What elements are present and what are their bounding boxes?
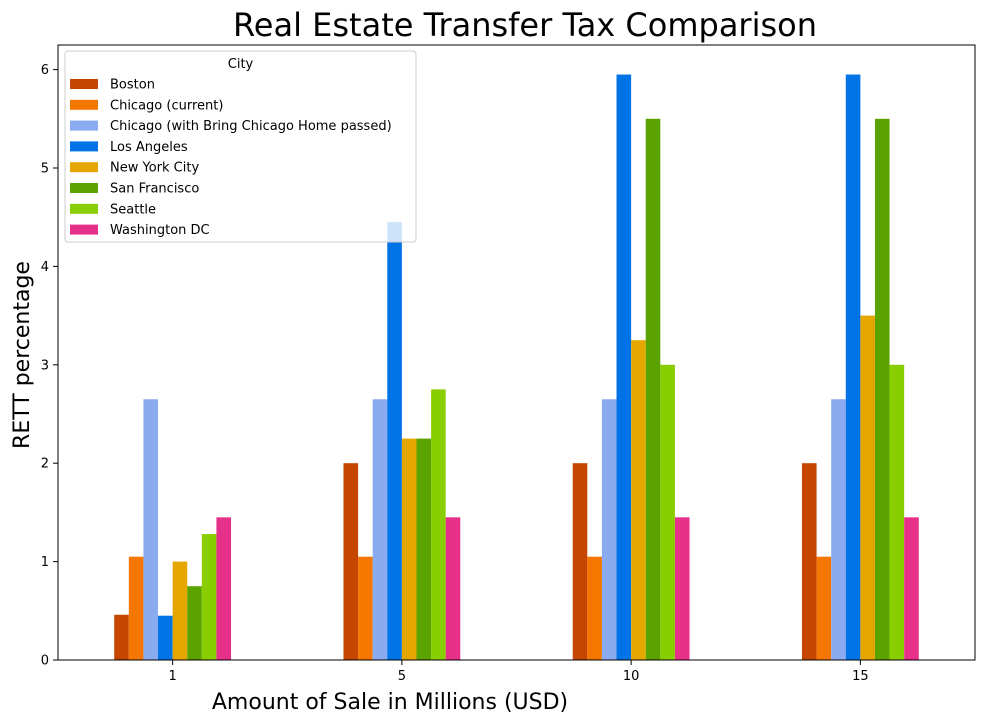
bars-group [114,74,919,661]
legend-items: Boston Chicago (current) Chicago (with Bri… [70,78,392,238]
legend-swatch [70,99,98,110]
y-tick-label: 2 [41,457,49,472]
legend-title: City [228,57,254,72]
legend-label: Chicago (current) [110,98,223,113]
legend: City Boston Chicago (current) Chicago (wit… [64,50,417,243]
bar [831,399,846,660]
legend-swatch [70,183,98,193]
legend-swatch [70,120,98,131]
bar [845,74,861,660]
bar [216,517,232,660]
bar [660,364,675,660]
bar [616,74,632,660]
bar [801,463,817,660]
x-axis: 1 5 10 15 [168,660,869,684]
legend-swatch [70,203,98,214]
bar [816,556,832,660]
x-tick-label: 5 [398,669,406,684]
legend-box [64,50,417,243]
bar [904,517,919,660]
chart-title: Real Estate Transfer Tax Comparison [233,6,817,44]
legend-label: New York City [110,161,199,176]
y-tick-label: 4 [41,260,49,275]
bar [187,586,202,660]
x-tick-label: 15 [852,669,869,684]
bar [431,389,446,660]
legend-label: San Francisco [110,182,199,197]
bar [158,615,173,660]
legend-swatch [70,162,98,173]
plot-frame [57,44,976,661]
bar [114,614,129,660]
bar [445,517,461,660]
y-axis: 0 1 2 3 4 5 6 [41,63,58,669]
y-tick-label: 6 [41,63,49,78]
y-tick-label: 1 [41,555,49,570]
bar [401,438,417,660]
legend-label: Boston [110,78,155,93]
bar [601,399,617,660]
x-axis-label: Amount of Sale in Millions (USD) [212,690,568,715]
bar [201,534,217,660]
bar [674,517,690,660]
y-tick-label: 5 [41,162,49,177]
legend-swatch [70,79,98,89]
bar [143,399,159,660]
bar [587,556,602,660]
bar [172,561,188,660]
legend-label: Seattle [110,202,156,217]
y-tick-label: 0 [41,654,49,669]
bar [128,556,144,660]
x-tick-label: 1 [168,669,176,684]
bar [889,364,905,660]
bar [860,315,875,660]
bar [631,340,646,660]
bar [372,399,388,660]
legend-label: Chicago (with Bring Chicago Home passed) [110,119,392,134]
bar [343,463,359,660]
legend-swatch [70,224,98,235]
bar [416,438,432,660]
x-tick-label: 10 [623,669,640,684]
legend-label: Los Angeles [110,140,188,155]
bar [645,118,661,661]
bar [572,463,588,660]
legend-swatch [70,141,98,152]
y-axis-label: RETT percentage [10,261,35,449]
bar [358,556,373,660]
bar [387,222,402,660]
bar [874,118,890,661]
legend-label: Washington DC [110,223,210,238]
y-tick-label: 3 [41,358,49,373]
